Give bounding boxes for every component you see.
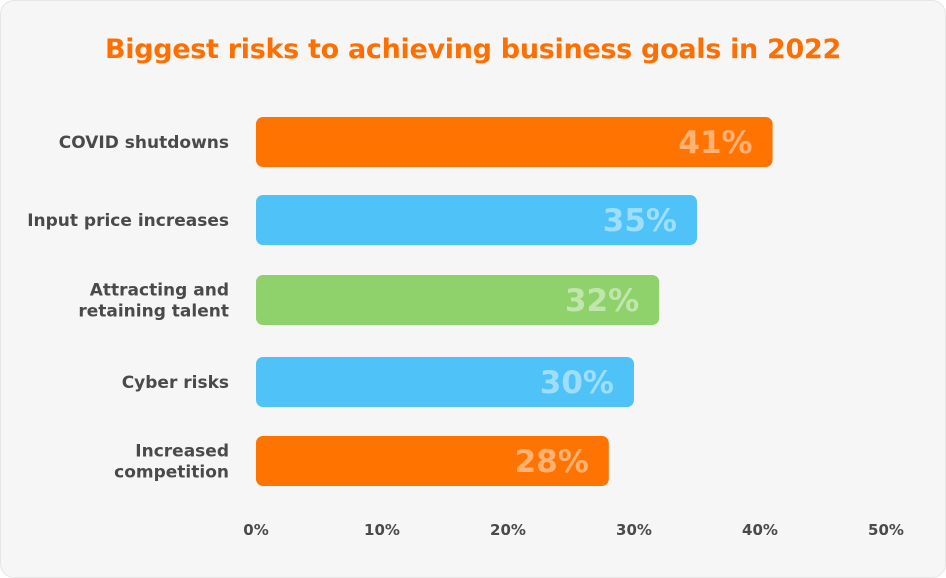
x-tick-label: 40% <box>742 521 778 539</box>
category-label: retaining talent <box>78 302 229 322</box>
bar-value-label: 30% <box>540 365 614 401</box>
category-label: Input price increases <box>27 211 229 231</box>
category-label: competition <box>114 463 229 483</box>
category-label: Attracting and <box>90 281 229 301</box>
bar <box>256 195 697 245</box>
bar <box>256 436 609 486</box>
category-label: COVID shutdowns <box>59 133 229 153</box>
x-tick-label: 20% <box>490 521 526 539</box>
bar-value-label: 32% <box>565 283 639 319</box>
x-tick-label: 0% <box>243 521 268 539</box>
bar <box>256 275 660 325</box>
x-tick-label: 10% <box>364 521 400 539</box>
bar-value-label: 28% <box>515 444 589 480</box>
category-label: Increased <box>135 442 229 462</box>
chart-title: Biggest risks to achieving business goal… <box>104 34 841 65</box>
bar-value-label: 35% <box>603 203 677 239</box>
category-label: Cyber risks <box>122 373 229 393</box>
bar-value-label: 41% <box>678 125 752 161</box>
bar <box>256 357 634 407</box>
x-tick-label: 30% <box>616 521 652 539</box>
x-tick-label: 50% <box>868 521 904 539</box>
bar <box>256 117 773 167</box>
